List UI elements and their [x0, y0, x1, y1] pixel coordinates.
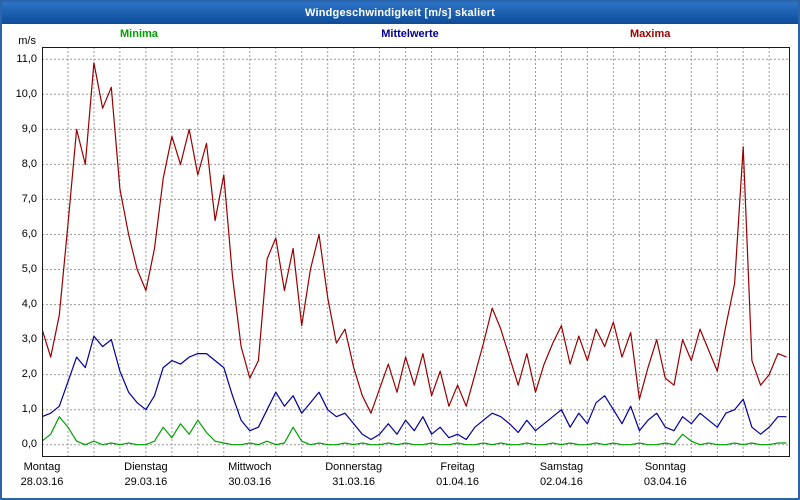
- chart-title: Windgeschwindigkeit [m/s] skaliert: [304, 7, 496, 19]
- series-line-mittelwerte: [42, 335, 787, 441]
- legend-minima-label: Minima: [120, 28, 158, 40]
- y-tick-label: 9,0: [21, 122, 37, 135]
- legend: Minima Mittelwerte Maxima: [2, 24, 798, 44]
- y-tick-label: 5,0: [21, 263, 37, 276]
- y-tick-label: 6,0: [21, 227, 37, 240]
- x-axis-day-date: 03.04.16: [643, 476, 687, 488]
- x-axis-day-date: 29.03.16: [124, 476, 168, 488]
- y-tick-label: 11,0: [16, 52, 37, 65]
- legend-mittelwerte-label: Mittelwerte: [381, 28, 439, 40]
- plot-border: [42, 47, 790, 457]
- legend-maxima-label: Maxima: [630, 28, 671, 40]
- y-tick-label: 1,0: [21, 403, 37, 416]
- x-axis-day-date: 02.04.16: [540, 476, 583, 488]
- x-axis-day-date: 28.03.16: [20, 476, 64, 488]
- x-axis-day-name: Samstag: [539, 461, 584, 473]
- x-axis-day-date: 30.03.16: [228, 476, 272, 488]
- y-tick-label: 4,0: [21, 298, 37, 311]
- chart-title-bar: Windgeschwindigkeit [m/s] skaliert: [2, 2, 798, 24]
- y-tick-label: 8,0: [21, 157, 37, 170]
- y-tick-label: 10,0: [15, 87, 37, 100]
- x-axis-day-name: Dienstag: [124, 461, 168, 473]
- series-line-maxima: [42, 62, 787, 414]
- x-axis-day-name: Mittwoch: [228, 461, 272, 473]
- x-axis-day-name: Freitag: [440, 461, 475, 473]
- y-tick-label: 7,0: [21, 192, 37, 205]
- y-tick-label: 2,0: [21, 368, 37, 381]
- x-axis-day-name: Sonntag: [644, 461, 686, 473]
- x-axis-day-date: 01.04.16: [436, 476, 479, 488]
- x-axis-day-name: Donnerstag: [325, 461, 383, 473]
- plot-area: [42, 47, 790, 457]
- series-line-minima: [42, 416, 787, 446]
- y-tick-label: 0,0: [21, 438, 37, 451]
- y-axis-unit-label: m/s: [18, 35, 36, 47]
- x-axis-day-date: 31.03.16: [332, 476, 376, 488]
- x-axis-day-name: Montag: [23, 461, 61, 473]
- y-tick-label: 3,0: [21, 333, 37, 346]
